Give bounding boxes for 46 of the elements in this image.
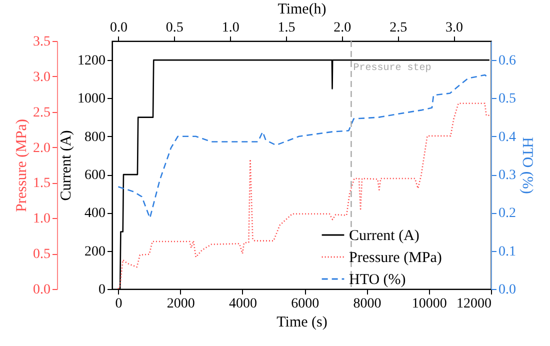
y2-tick-label: 0.1: [498, 244, 516, 260]
y3-axis-title: Pressure (MPa): [14, 119, 30, 212]
y-tick-label: 400: [84, 206, 106, 222]
x-axis-title: Time (s): [276, 314, 328, 330]
y3-tick-label: 2.0: [33, 140, 50, 156]
y-tick-label: 1000: [78, 92, 106, 107]
x-tick-label: 4000: [228, 296, 257, 312]
y3-tick-label: 0.5: [33, 247, 50, 262]
legend-label: HTO (%): [349, 272, 406, 288]
y3-tick-label: 3.5: [33, 34, 50, 50]
x2-tick-label: 3.0: [446, 20, 464, 36]
y-tick-label: 200: [84, 244, 106, 260]
y3-tick-label: 1.0: [33, 212, 50, 227]
y2-tick-label: 0.3: [498, 168, 516, 184]
x2-tick-label: 0.5: [166, 20, 184, 36]
y3-tick-label: 3.0: [33, 70, 50, 85]
y2-tick-label: 0.4: [498, 130, 516, 145]
y3-tick-label: 2.5: [33, 105, 50, 120]
y2-tick-label: 0.2: [498, 206, 516, 222]
x2-axis-title: Time(h): [278, 2, 326, 18]
y2-tick-label: 0.6: [498, 54, 516, 69]
y3-tick-label: 0.0: [33, 282, 50, 298]
legend-label: Current (A): [349, 228, 420, 244]
y3-tick-label: 1.5: [33, 176, 50, 192]
x-tick-label: 12000: [456, 296, 492, 312]
y-tick-label: 1200: [78, 54, 106, 69]
y-axis-title: Current (A): [58, 130, 74, 201]
y-tick-label: 600: [84, 168, 106, 184]
x2-tick-label: 2.5: [390, 20, 408, 36]
x2-tick-label: 2.0: [334, 20, 352, 36]
y-tick-label: 0: [98, 282, 106, 298]
x-tick-label: 0: [115, 296, 122, 312]
ref-line-label: Pressure step: [353, 63, 432, 74]
x2-tick-label: 1.5: [278, 20, 296, 36]
x-tick-label: 8000: [353, 296, 382, 312]
x-tick-label: 6000: [291, 296, 320, 312]
y2-tick-label: 0.5: [498, 92, 516, 107]
y-tick-label: 800: [84, 130, 106, 145]
legend-label: Pressure (MPa): [349, 250, 442, 266]
y2-tick-label: 0.0: [498, 282, 516, 298]
y2-axis-title: HTO (%): [519, 137, 535, 194]
x-tick-label: 10000: [412, 296, 447, 312]
line-series: [118, 102, 490, 289]
x2-tick-label: 1.0: [222, 20, 240, 36]
x-tick-label: 2000: [166, 296, 195, 312]
x2-tick-label: 0.0: [110, 20, 128, 36]
